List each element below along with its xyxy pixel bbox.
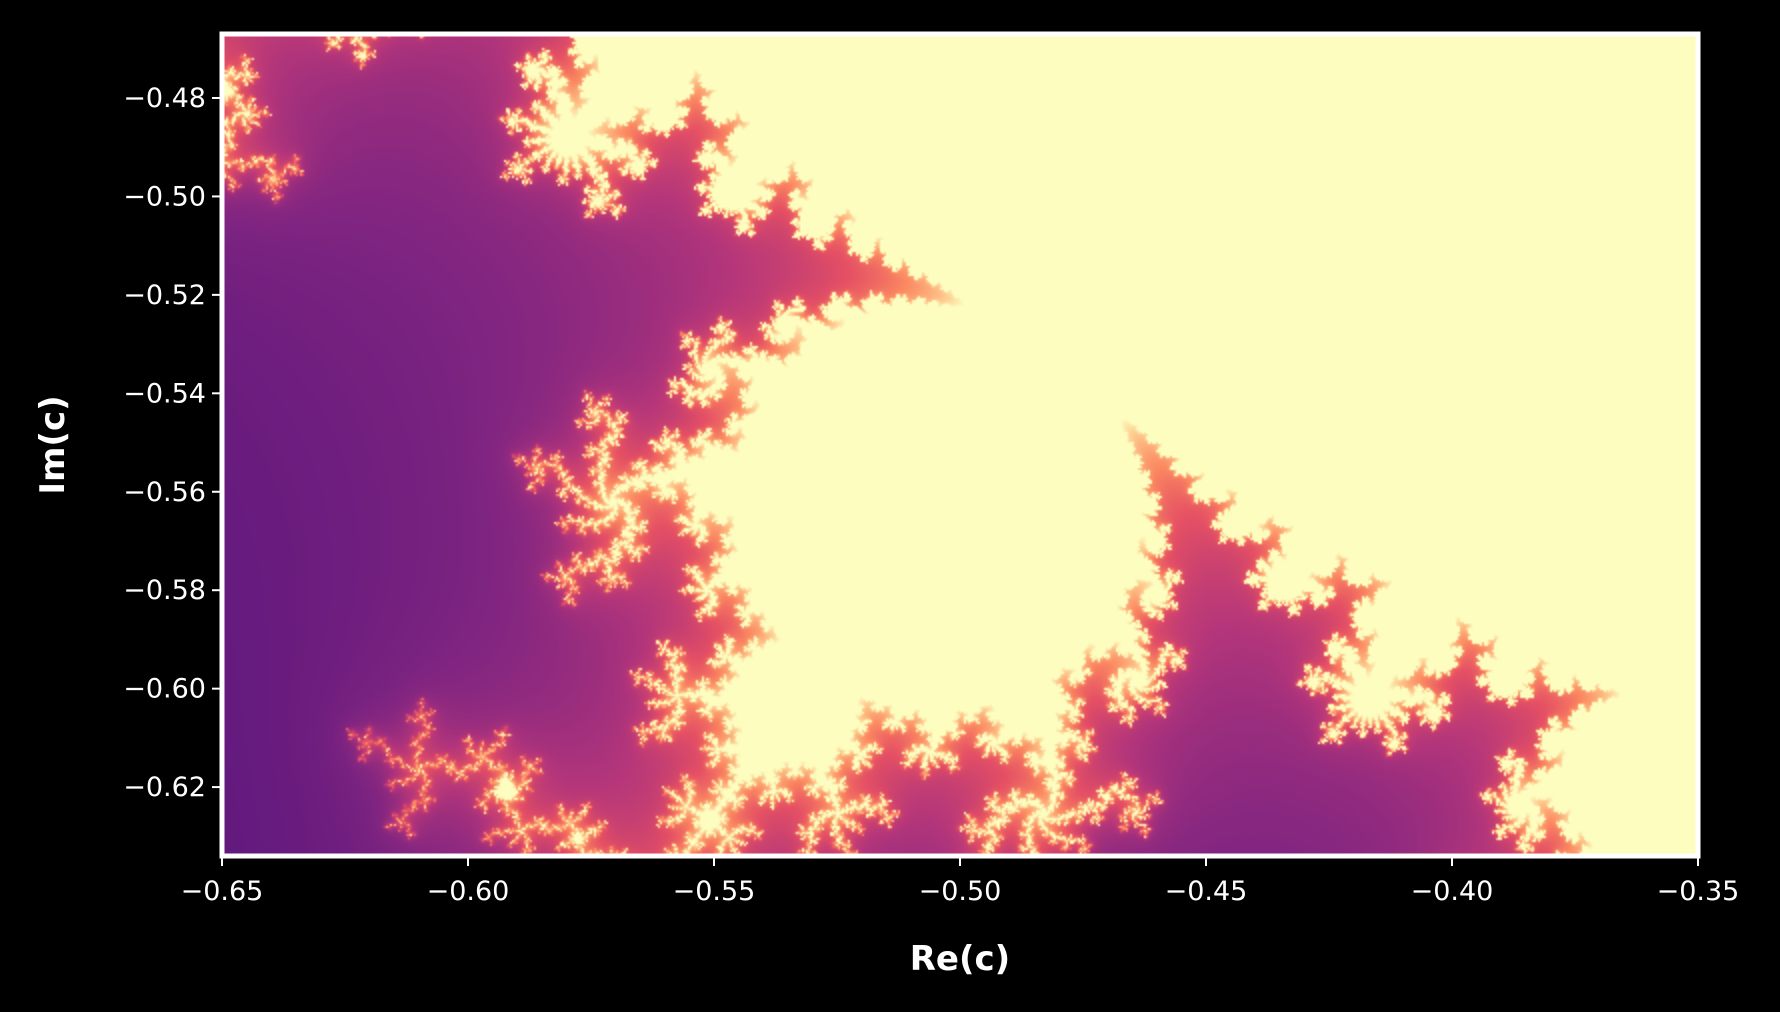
y-tick-label: −0.60 — [123, 674, 206, 705]
x-tick-label: −0.45 — [1165, 876, 1248, 907]
y-tick-label: −0.62 — [123, 772, 206, 803]
x-tick-label: −0.40 — [1411, 876, 1494, 907]
x-tick-label: −0.55 — [673, 876, 756, 907]
y-tick-label: −0.50 — [123, 181, 206, 212]
x-axis: −0.65 −0.60 −0.55 −0.50 −0.45 −0.40 −0.35 — [181, 856, 1740, 907]
x-tick-label: −0.50 — [919, 876, 1002, 907]
y-tick-label: −0.54 — [123, 378, 206, 409]
y-tick-label: −0.56 — [123, 477, 206, 508]
x-axis-label: Re(c) — [910, 939, 1010, 979]
plot-frame — [219, 31, 1701, 859]
x-tick-label: −0.35 — [1657, 876, 1740, 907]
x-tick-label: −0.60 — [427, 876, 510, 907]
x-tick-label: −0.65 — [181, 876, 264, 907]
y-tick-label: −0.58 — [123, 575, 206, 606]
y-tick-label: −0.52 — [123, 280, 206, 311]
fractal-heatmap — [222, 34, 1698, 856]
y-axis: −0.48 −0.50 −0.52 −0.54 −0.56 −0.58 −0.60 −0.62 — [123, 83, 222, 803]
y-tick-label: −0.48 — [123, 83, 206, 114]
y-axis-label: Im(c) — [33, 395, 73, 494]
